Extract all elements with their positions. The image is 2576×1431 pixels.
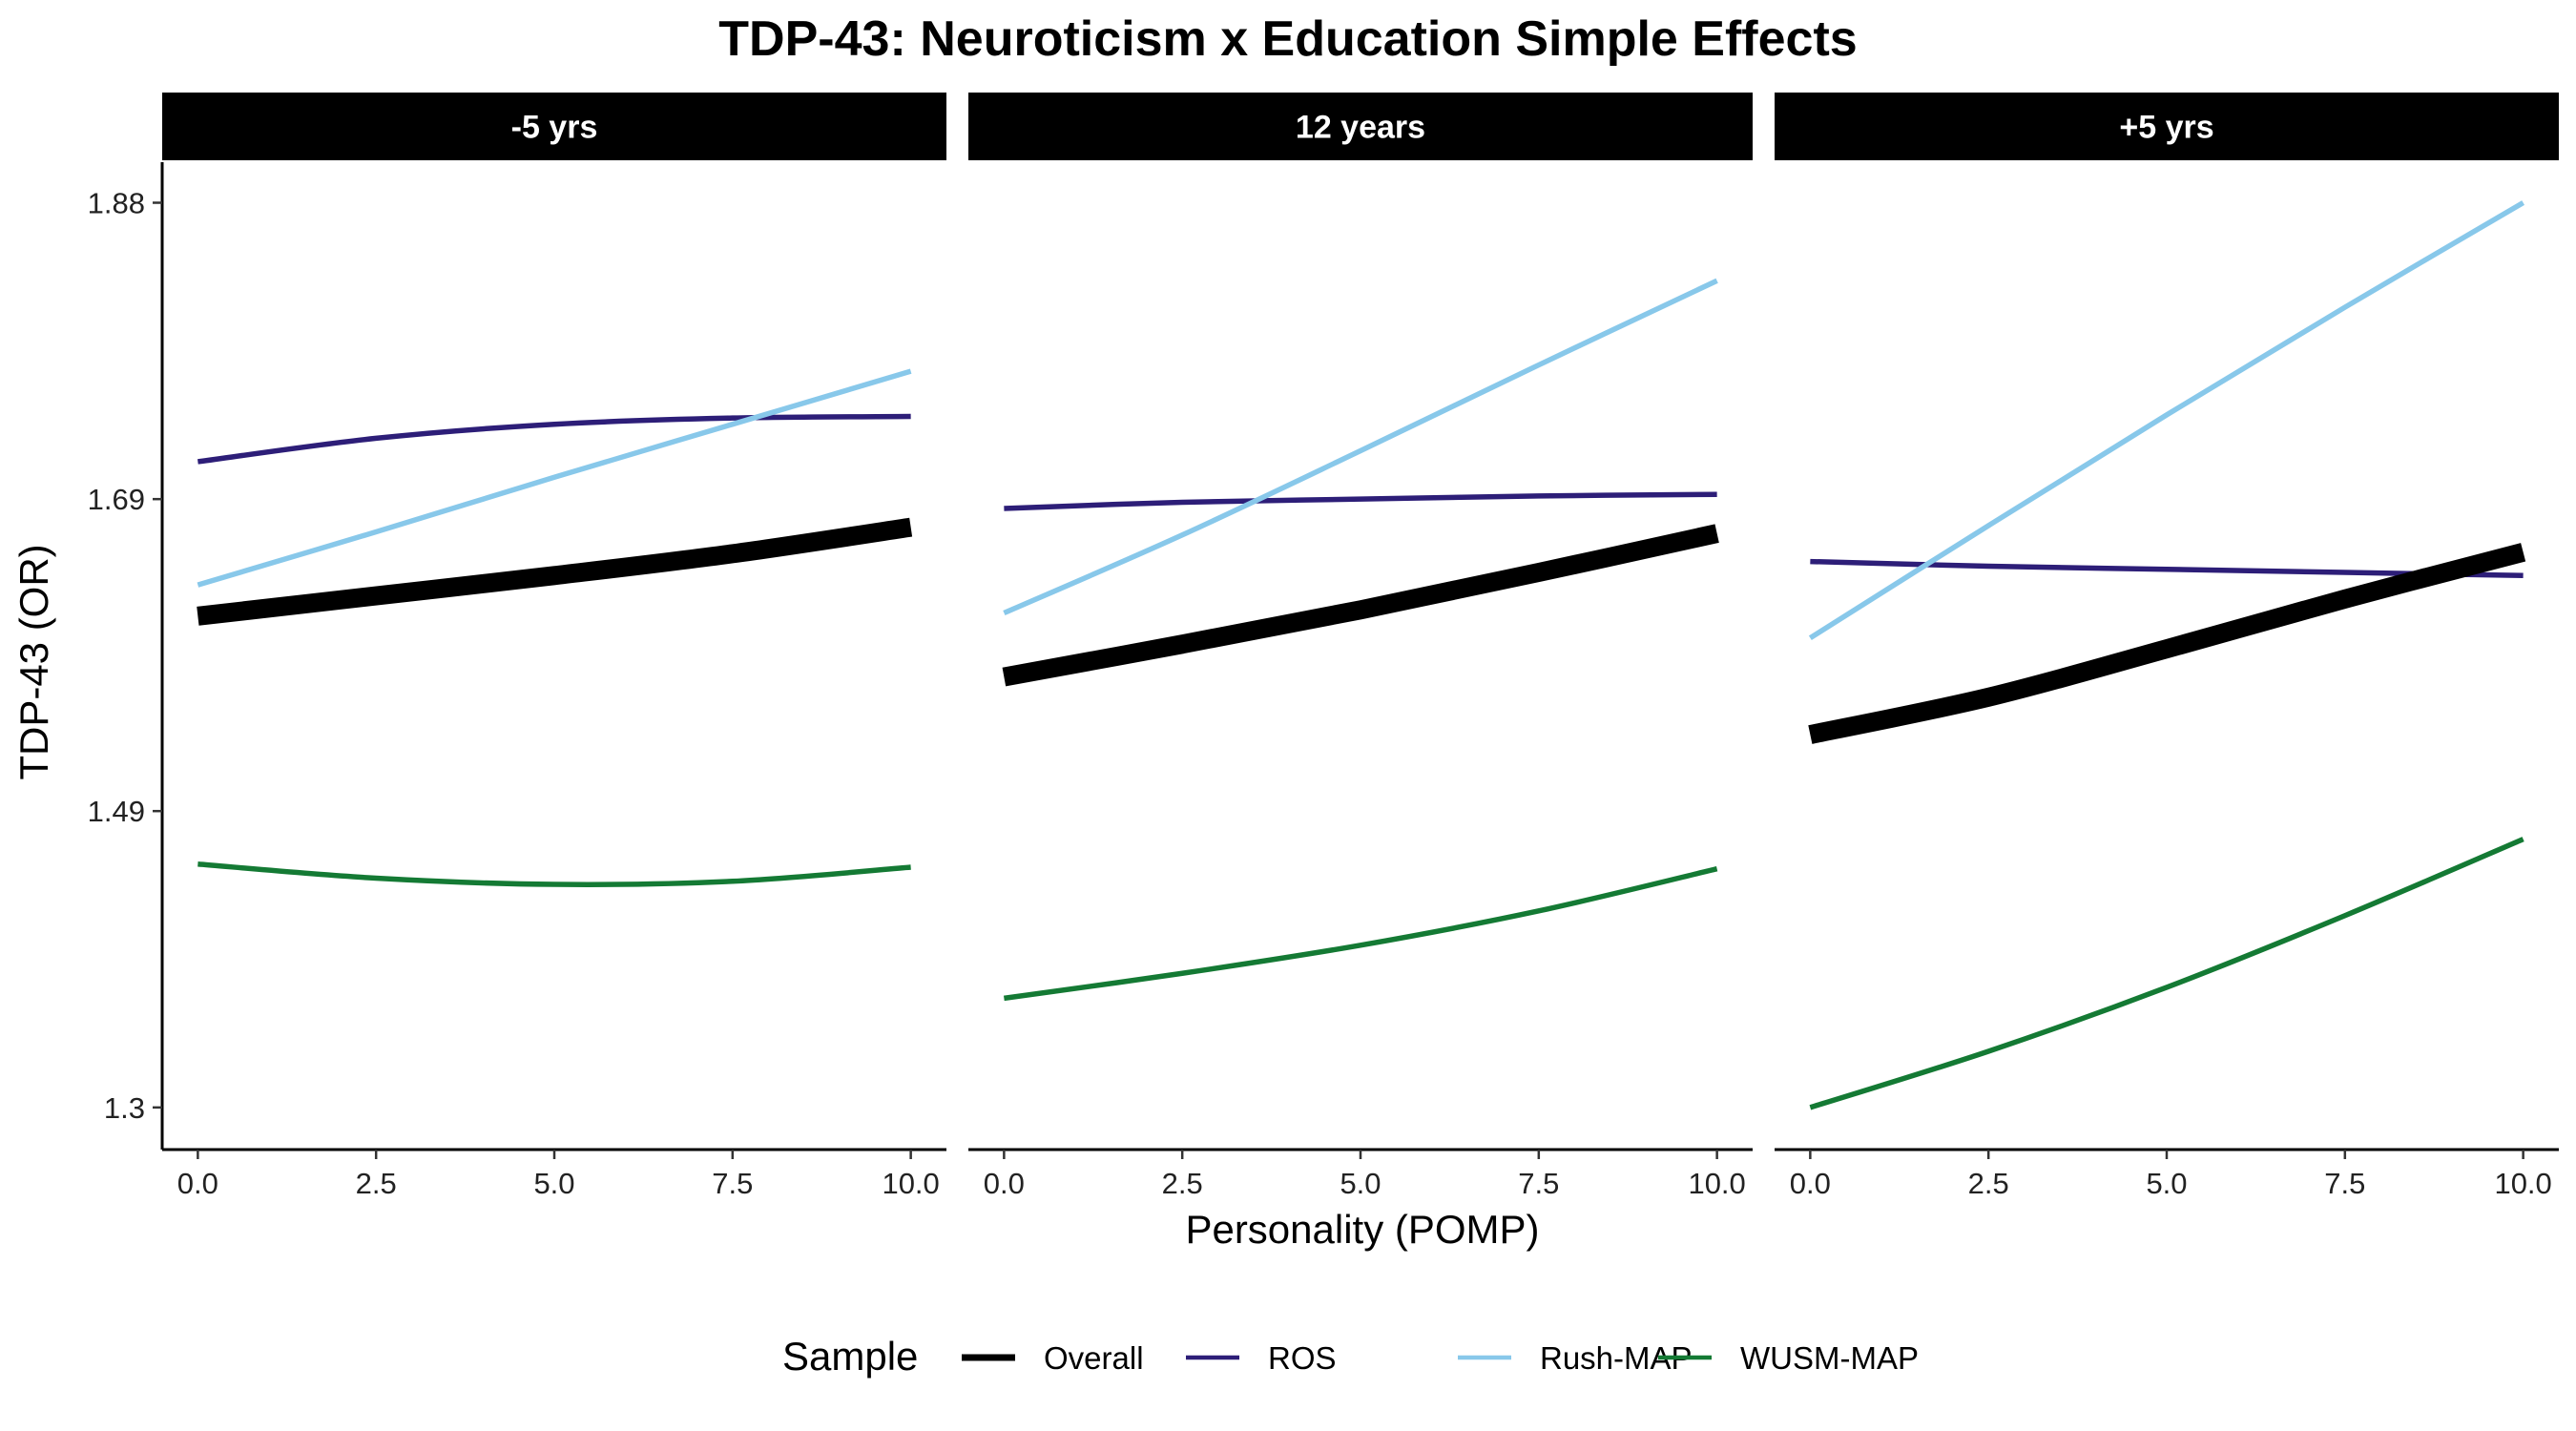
x-tick-label: 0.0 — [984, 1167, 1025, 1200]
panel-12-years: 12 years 0.0 2.5 5.0 7.5 10.0 — [968, 93, 1753, 1200]
y-tick-label: 1.3 — [104, 1091, 145, 1125]
facet-strip-label: -5 yrs — [511, 110, 598, 146]
facet-strip — [162, 93, 946, 160]
chart-title: TDP-43: Neuroticism x Education Simple E… — [718, 11, 1857, 67]
x-tick-label: 0.0 — [177, 1167, 218, 1200]
x-tick-label: 2.5 — [1968, 1167, 2009, 1200]
x-tick-label: 5.0 — [533, 1167, 574, 1200]
series-line-wusm-map — [1809, 837, 2524, 1110]
series-line-overall — [1808, 543, 2526, 744]
x-tick-label: 2.5 — [1162, 1167, 1203, 1200]
series-line-rush-map — [197, 368, 912, 588]
x-axis-title: Personality (POMP) — [1185, 1207, 1539, 1252]
x-tick-label: 5.0 — [1340, 1167, 1381, 1200]
series-line-overall — [1002, 524, 1719, 687]
series-line-ros — [197, 413, 911, 465]
facet-strip — [1775, 93, 2559, 160]
facet-strip — [968, 93, 1753, 160]
legend-label-wusm-map: WUSM-MAP — [1740, 1340, 1919, 1376]
legend-item-ros: ROS — [1186, 1340, 1337, 1376]
facet-strip-label: +5 yrs — [2119, 110, 2213, 146]
x-tick-label: 7.5 — [2324, 1167, 2365, 1200]
legend-title: Sample — [782, 1334, 918, 1379]
x-tick-label: 10.0 — [882, 1167, 939, 1200]
y-axis-title: TDP-43 (OR) — [11, 544, 56, 779]
legend-label-overall: Overall — [1044, 1340, 1144, 1376]
x-tick-label: 10.0 — [1688, 1167, 1745, 1200]
panel-5-yrs: -5 yrs 1.3 1.49 1.69 1.88 0.0 2.5 5.0 7.5 10.0 — [88, 93, 946, 1200]
y-tick-label: 1.49 — [88, 795, 145, 828]
series-line-wusm-map — [197, 861, 911, 887]
series-line-wusm-map — [1003, 866, 1718, 1002]
x-tick-label: 7.5 — [1518, 1167, 1559, 1200]
panel-5-yrs: +5 yrs 0.0 2.5 5.0 7.5 10.0 — [1775, 93, 2559, 1200]
y-tick-label: 1.88 — [88, 187, 145, 220]
series-line-ros — [1004, 491, 1717, 511]
x-tick-label: 2.5 — [356, 1167, 397, 1200]
facet-strip-label: 12 years — [1296, 110, 1425, 146]
series-line-rush-map — [1808, 200, 2525, 641]
x-tick-label: 5.0 — [2146, 1167, 2187, 1200]
legend-label-ros: ROS — [1268, 1340, 1337, 1376]
x-tick-label: 7.5 — [712, 1167, 753, 1200]
x-tick-label: 10.0 — [2494, 1167, 2551, 1200]
legend-item-wusm-map: WUSM-MAP — [1658, 1340, 1919, 1376]
legend-item-overall: Overall — [962, 1340, 1144, 1376]
y-tick-label: 1.69 — [88, 483, 145, 516]
x-tick-label: 0.0 — [1790, 1167, 1831, 1200]
series-line-overall — [197, 517, 913, 626]
legend: Sample Overall ROS Rush-MAP WUSM-MAP — [782, 1334, 1919, 1379]
legend-item-rush-map: Rush-MAP — [1458, 1340, 1693, 1376]
series-line-rush-map — [1003, 278, 1718, 616]
